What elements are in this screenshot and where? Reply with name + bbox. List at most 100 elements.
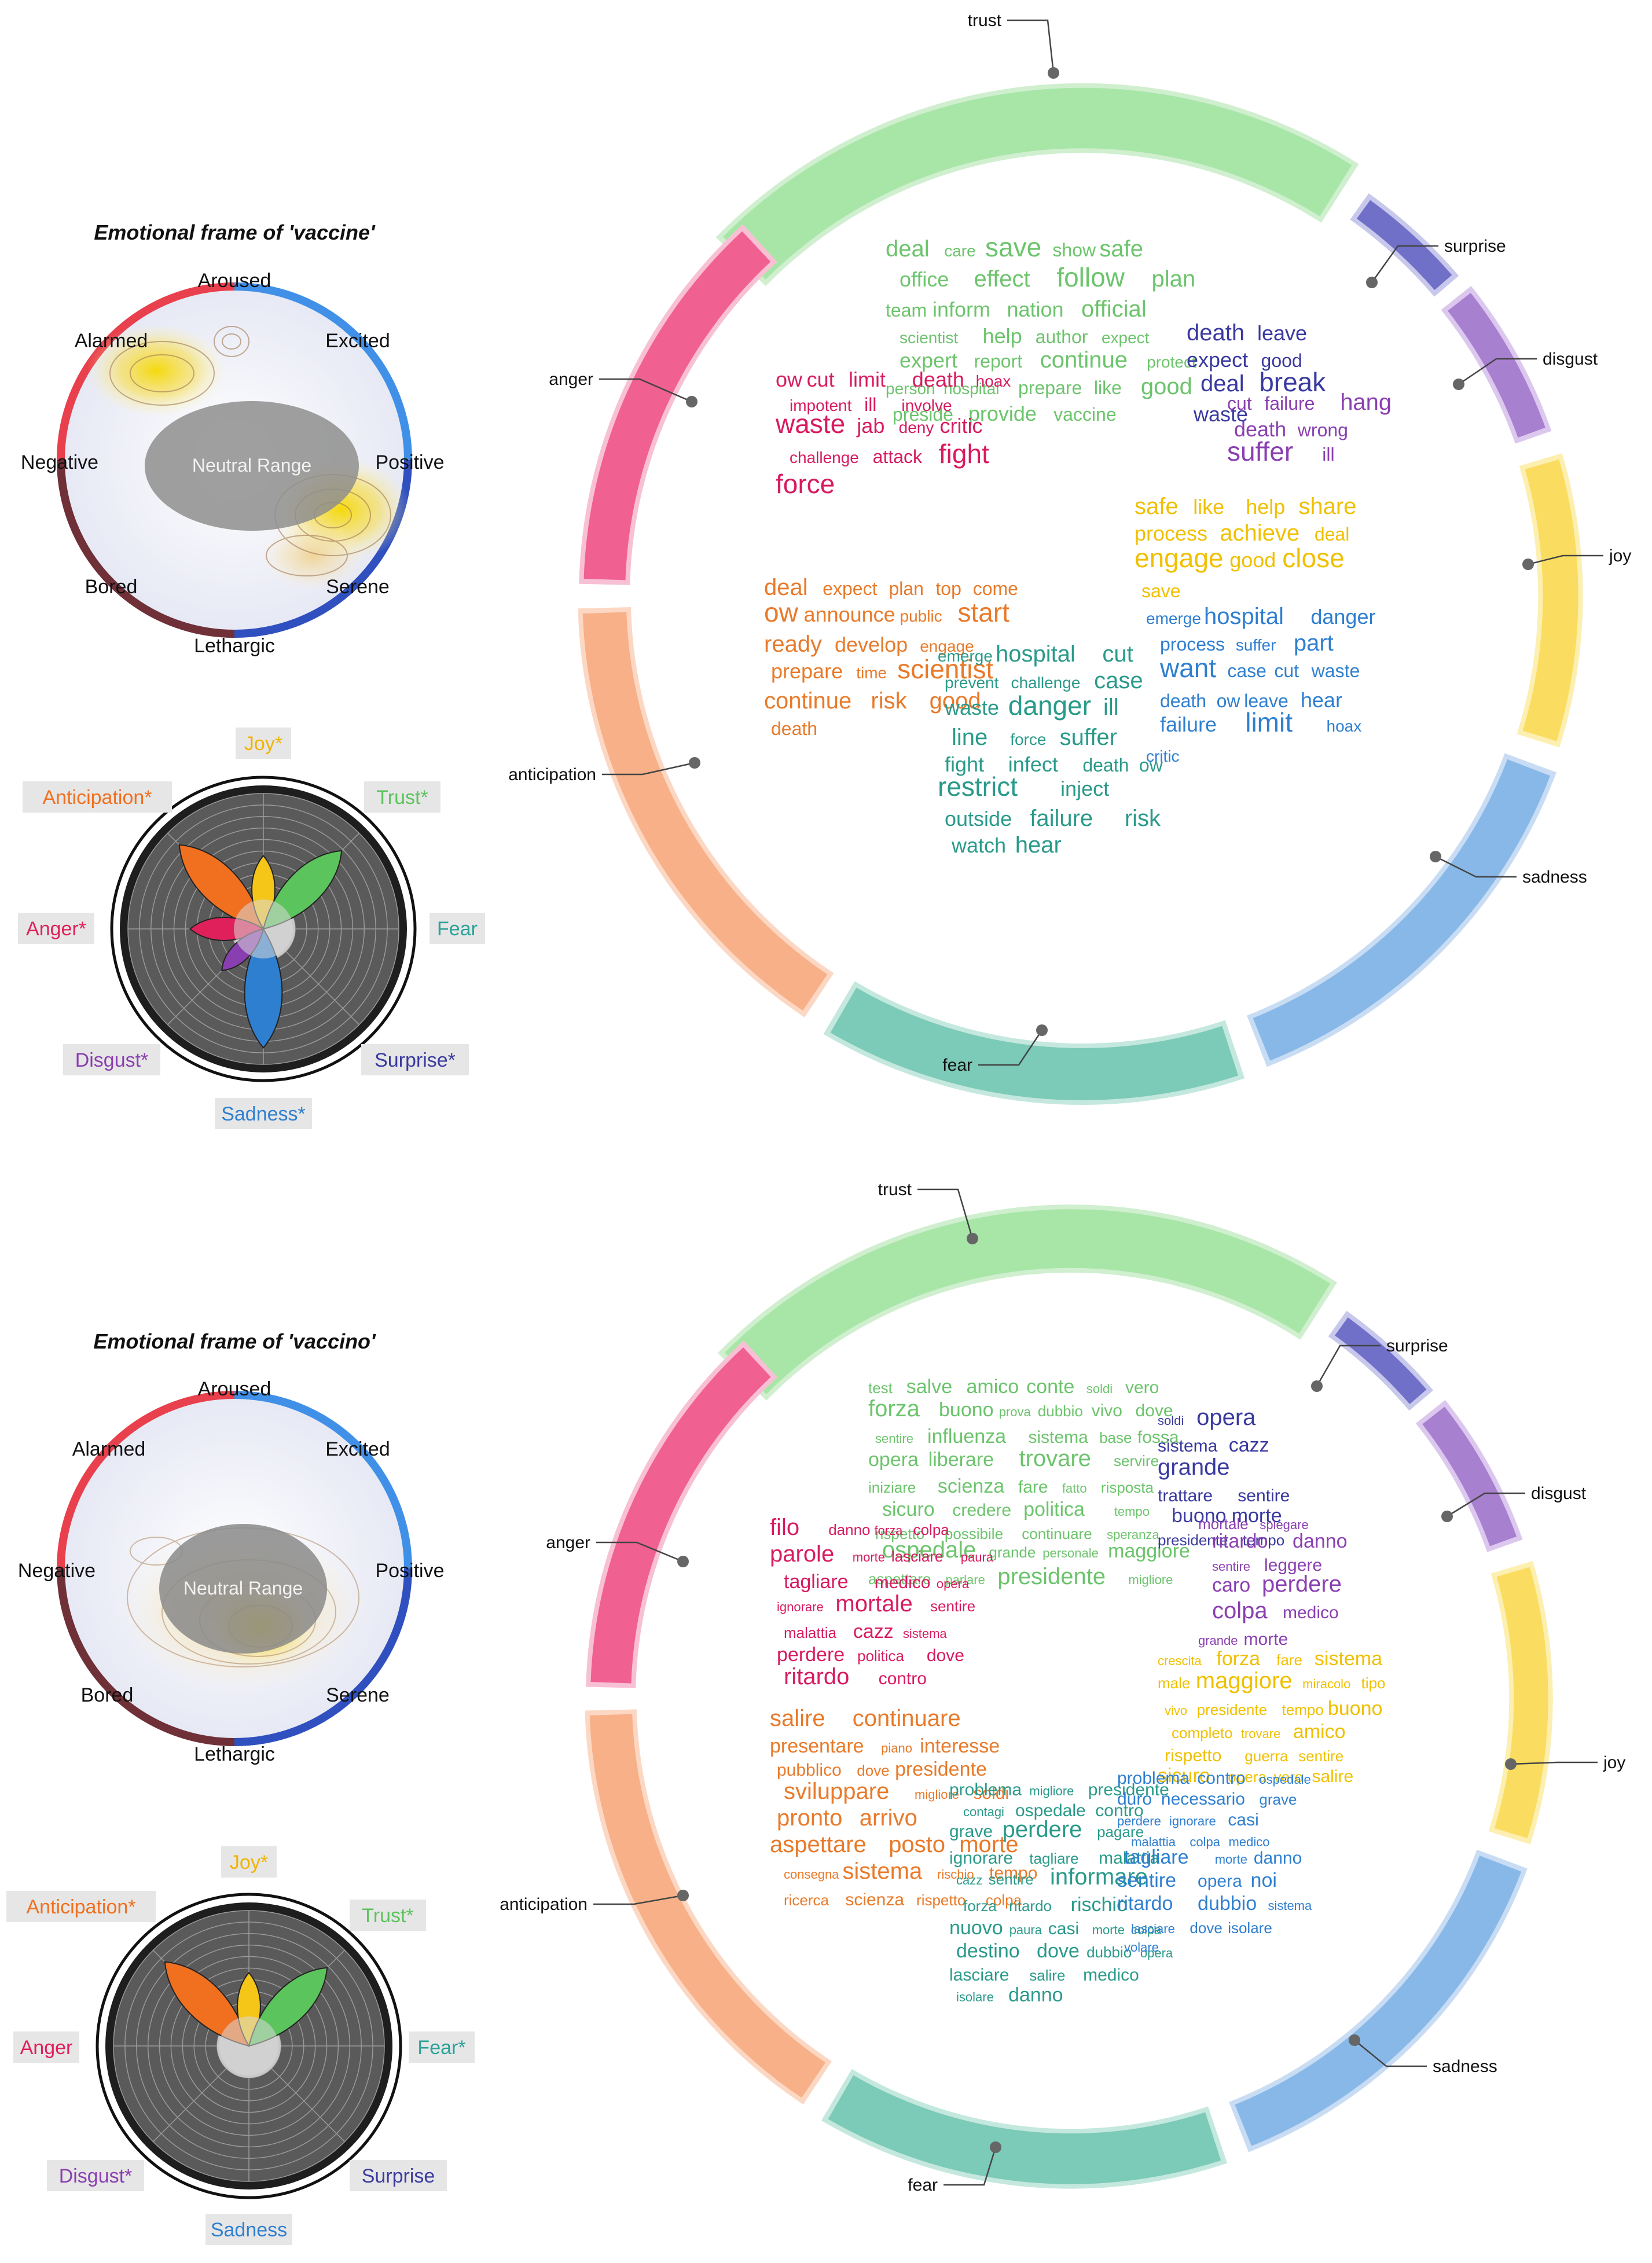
word: death	[1234, 417, 1286, 441]
flower-petals	[164, 1961, 328, 2075]
word: death	[912, 368, 964, 391]
word: prepare	[771, 659, 843, 683]
word: rispetto	[916, 1891, 965, 1909]
word: forza	[868, 1396, 920, 1421]
word: colpa	[1212, 1598, 1268, 1623]
word: malattia	[1099, 1849, 1159, 1868]
word: sviluppare	[784, 1779, 889, 1804]
word: morte	[959, 1832, 1018, 1857]
word: guerra	[1244, 1747, 1288, 1765]
word: effect	[974, 266, 1030, 292]
word: challenge	[1011, 674, 1081, 692]
emotion-label-text: Sadness*	[221, 1103, 306, 1125]
word: aspettare	[868, 1570, 931, 1588]
word: medico	[1283, 1603, 1339, 1622]
word: hang	[1340, 390, 1392, 415]
word: trovare	[1241, 1726, 1280, 1741]
word: opera	[937, 1577, 970, 1591]
word: forza	[875, 1523, 904, 1538]
word: influenza	[927, 1426, 1006, 1448]
word: sentire	[1238, 1486, 1290, 1505]
ring-label-text: anticipation	[500, 1895, 588, 1914]
label-serene: Serene	[326, 576, 390, 598]
word: scienza	[845, 1890, 904, 1909]
word: failure	[1160, 712, 1217, 736]
word: morte	[1092, 1923, 1125, 1937]
ring-label-trust: trust	[878, 1180, 978, 1244]
emotion-label-fear: Fear*	[409, 2031, 475, 2063]
word: personale	[1042, 1546, 1099, 1560]
emotion-label-surprise: Surprise	[350, 2160, 447, 2191]
word: ritardo	[1009, 1897, 1052, 1915]
word: caro	[1212, 1574, 1250, 1596]
word: morte	[853, 1550, 885, 1564]
word: presidente	[1088, 1780, 1169, 1799]
word: presidente	[895, 1758, 987, 1780]
ring-segment-trust	[715, 83, 1359, 286]
word: ritardo	[1212, 1530, 1268, 1552]
word: deal	[886, 236, 930, 262]
word: death	[771, 718, 817, 739]
word: lasciare	[891, 1548, 944, 1565]
word: fossa	[1137, 1428, 1179, 1447]
word: necessario	[1161, 1790, 1245, 1809]
word: credere	[952, 1501, 1011, 1520]
word: scientist	[897, 654, 993, 684]
word: attack	[873, 446, 923, 467]
ring-label-text: disgust	[1531, 1484, 1587, 1503]
word: grande	[1158, 1454, 1230, 1480]
emotion-label-text: Fear*	[417, 2037, 465, 2059]
word: deal	[1315, 524, 1350, 545]
ring-label-anticipation: anticipation	[508, 757, 700, 784]
ring-label-text: trust	[968, 11, 1002, 30]
label-lethargic: Lethargic	[194, 635, 275, 657]
ring-segment-sadness	[1229, 1849, 1528, 2152]
word: rischio	[937, 1867, 974, 1882]
neutral-range	[145, 401, 359, 531]
panel-vaccine: Emotional frame of 'vaccine' Neutral Ra	[18, 11, 1631, 1129]
word: leggere	[1264, 1556, 1322, 1575]
emotion-label-bg	[63, 1044, 160, 1075]
word: inject	[1060, 777, 1109, 800]
word: engage	[920, 637, 974, 655]
word: soldi	[1086, 1382, 1113, 1396]
word: watch	[951, 833, 1006, 857]
ring-label-text: surprise	[1386, 1336, 1448, 1355]
flower-center-overlay	[219, 2016, 278, 2075]
word: save	[985, 232, 1041, 262]
word: danno	[1293, 1530, 1348, 1552]
emotion-labels: Joy* Trust* Fear* Surprise Sadness Disgust* An…	[6, 1846, 475, 2245]
emotion-label-bg	[350, 1900, 426, 1931]
word: top	[935, 578, 961, 599]
ring-label-anger: anger	[549, 370, 697, 407]
word: presidente	[1158, 1531, 1228, 1549]
label-serene: Serene	[326, 1684, 390, 1706]
word-group-fear: problema migliore presidente contagi ospedal…	[949, 1780, 1173, 2006]
word: danno	[1008, 1984, 1063, 2006]
ring-segments	[585, 1204, 1553, 2189]
word: sicuro	[1158, 1765, 1210, 1787]
word: plan	[1152, 266, 1196, 292]
word: spiegare	[1260, 1518, 1308, 1532]
word: ow	[764, 597, 799, 627]
word: continuare	[853, 1706, 961, 1731]
word: cut	[807, 368, 835, 391]
word: team	[886, 300, 927, 321]
word: perdere	[1262, 1571, 1342, 1597]
word: interesse	[920, 1735, 1000, 1757]
word: sentire	[989, 1871, 1034, 1888]
word: buono	[1328, 1698, 1383, 1720]
emotion-label-bg	[215, 1098, 312, 1129]
word: rispetto	[1165, 1746, 1221, 1765]
word: public	[900, 607, 942, 625]
word: sentire	[1212, 1559, 1250, 1574]
word: trattare	[1158, 1486, 1213, 1505]
ring-label-text: surprise	[1444, 237, 1506, 256]
emotion-label-disgust: Disgust*	[63, 1044, 160, 1075]
word: waste	[1193, 402, 1248, 426]
circumplex-labels: Aroused Excited Positive Serene Lethargi…	[21, 270, 445, 657]
label-bored: Bored	[85, 576, 138, 598]
word: preside	[893, 404, 953, 425]
label-positive: Positive	[375, 1560, 444, 1582]
